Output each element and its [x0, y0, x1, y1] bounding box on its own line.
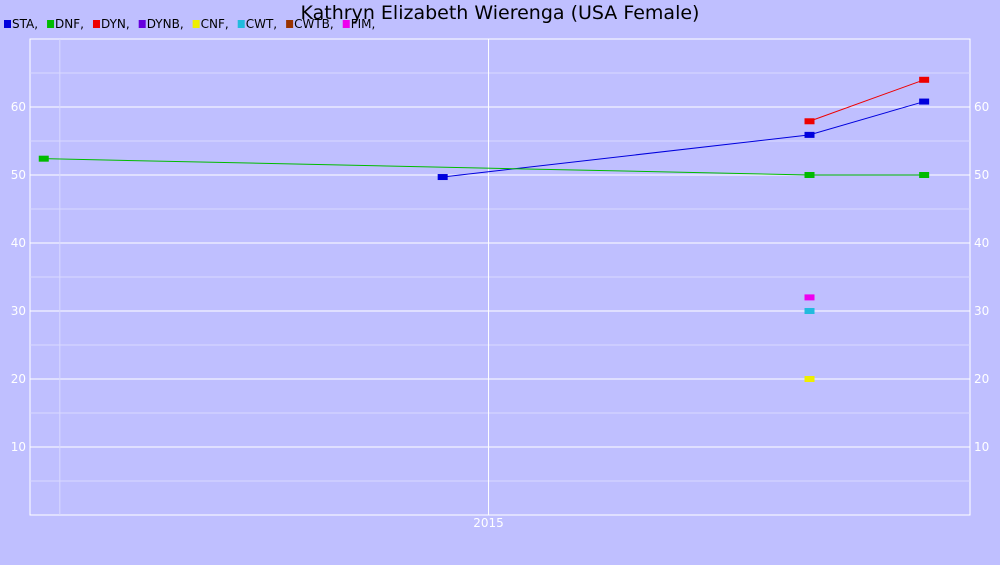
y-tick-label-right: 60 — [974, 100, 989, 114]
chart-title: Kathryn Elizabeth Wierenga (USA Female) — [301, 2, 700, 24]
legend-swatch — [286, 20, 294, 28]
legend-entry: CNF, — [201, 17, 229, 31]
data-point-cwt — [804, 308, 815, 314]
y-tick-label-left: 10 — [11, 440, 26, 454]
grid — [30, 39, 970, 515]
axes: 10 10 20 20 30 30 40 40 50 50 60 60 2015 — [11, 100, 990, 530]
data-point-fim — [804, 294, 815, 301]
legend-swatch — [237, 20, 245, 28]
y-tick-label-left: 40 — [11, 236, 26, 250]
legend-entry: FIM, — [351, 17, 376, 31]
legend-entry: STA, — [12, 17, 38, 31]
legend-swatch — [138, 20, 146, 28]
data-point-dyn — [919, 76, 930, 83]
legend-entry: DNF, — [55, 17, 84, 31]
data-point-sta — [804, 131, 815, 138]
y-tick-label-right: 50 — [974, 168, 989, 182]
x-tick-label: 2015 — [473, 516, 504, 530]
y-tick-label-left: 50 — [11, 168, 26, 182]
series-layer — [38, 76, 930, 382]
legend-swatch — [47, 20, 55, 28]
y-tick-label-right: 30 — [974, 304, 989, 318]
y-tick-label-left: 60 — [11, 100, 26, 114]
legend-entry: CWT, — [246, 17, 277, 31]
legend-swatch — [342, 20, 350, 28]
y-tick-label-right: 20 — [974, 372, 989, 386]
data-point-cnf — [804, 376, 815, 382]
y-tick-label-left: 30 — [11, 304, 26, 318]
legend-entry: DYNB, — [147, 17, 184, 31]
y-tick-label-right: 40 — [974, 236, 989, 250]
legend-swatch — [192, 20, 200, 28]
data-point-dyn — [804, 118, 815, 125]
y-tick-label-right: 10 — [974, 440, 989, 454]
data-point-dnf — [919, 172, 930, 178]
legend-swatch — [4, 20, 11, 28]
series-line-dyn — [809, 79, 925, 122]
legend-swatch — [92, 20, 100, 28]
data-point-sta — [919, 98, 930, 105]
legend-entry: CWTB, — [294, 17, 334, 31]
legend-entry: DYN, — [101, 17, 130, 31]
data-point-sta — [437, 174, 448, 181]
y-tick-label-left: 20 — [11, 372, 26, 386]
data-point-dnf — [804, 172, 815, 178]
legend: STA, DNF, DYN, DYNB, CNF, CWT, CWTB, FIM, — [4, 17, 375, 31]
data-point-dnf — [38, 155, 49, 162]
